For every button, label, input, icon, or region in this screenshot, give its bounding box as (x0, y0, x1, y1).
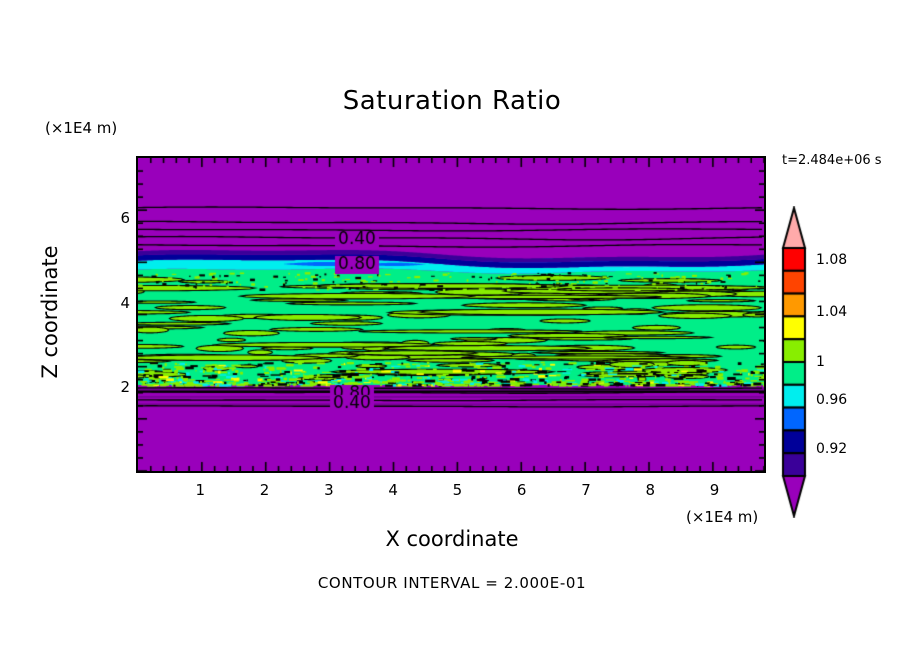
colorbar-tick-label: 1.08 (816, 252, 848, 268)
y-axis-tick-label: 6 (120, 209, 130, 228)
x-axis-tick-label: 7 (581, 481, 591, 499)
x-axis-tick-label: 9 (709, 481, 720, 499)
colorbar-tick-label: 1 (816, 354, 825, 370)
y-axis-tick-label: 4 (120, 293, 130, 312)
colorbar (770, 206, 830, 518)
contour-interval-caption: CONTOUR INTERVAL = 2.000E-01 (317, 574, 587, 592)
timestamp-annotation: t=2.484e+06 s (782, 153, 882, 168)
x-axis-tick-label: 8 (645, 481, 656, 499)
x-axis-tick-label: 5 (452, 481, 463, 499)
x-axis-unit-label: (×1E4 m) (686, 508, 759, 526)
x-axis-tick-label: 4 (388, 481, 398, 499)
x-axis-tick-label: 6 (516, 481, 527, 499)
x-axis-tick-label: 1 (195, 481, 206, 499)
y-axis-tick-label: 2 (120, 378, 130, 397)
x-axis-title: X coordinate (385, 527, 519, 551)
z-axis-unit-label: (×1E4 m) (45, 119, 118, 137)
colorbar-canvas (770, 206, 830, 518)
colorbar-tick-label: 0.92 (816, 441, 848, 457)
plot-title: Saturation Ratio (342, 86, 562, 116)
colorbar-tick-label: 0.96 (816, 392, 848, 408)
y-axis-title: Z coordinate (38, 245, 62, 379)
x-axis-tick-label: 2 (259, 481, 270, 499)
contour-plot-area (136, 156, 766, 473)
x-axis-tick-label: 3 (324, 481, 334, 499)
contour-field-canvas (138, 158, 764, 471)
colorbar-tick-label: 1.04 (816, 304, 848, 320)
